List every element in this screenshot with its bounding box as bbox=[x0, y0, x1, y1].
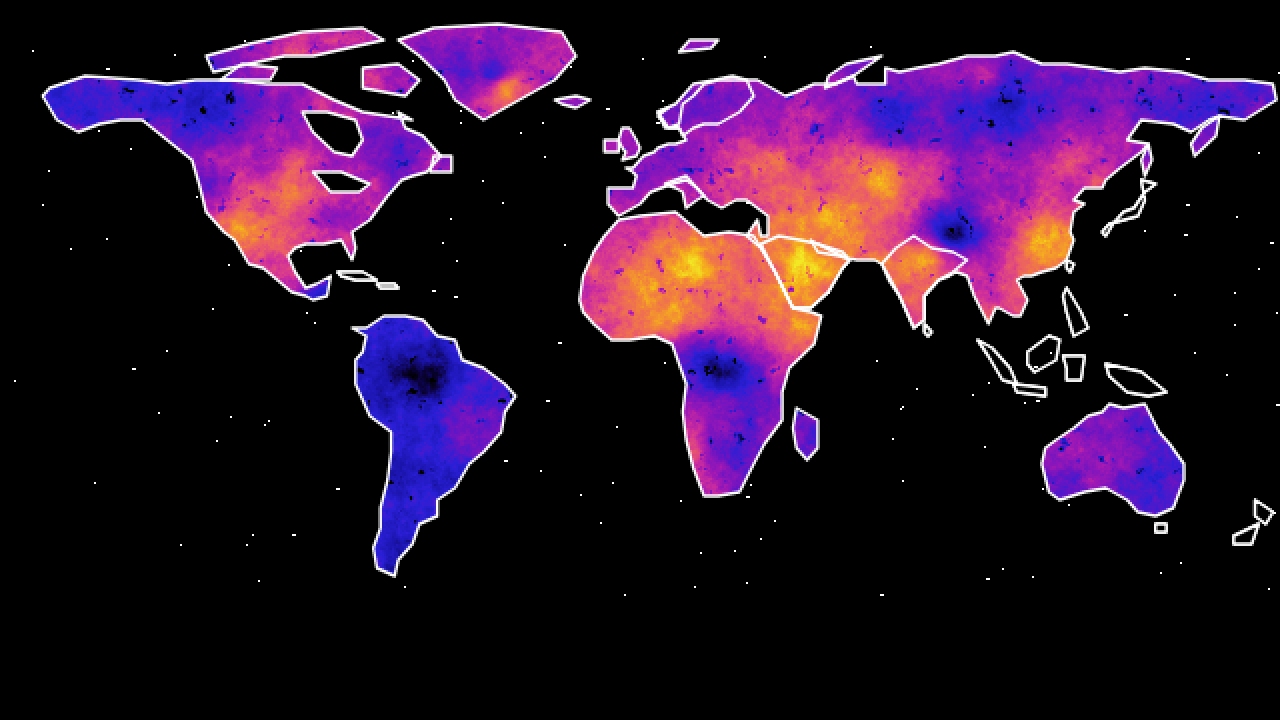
global-raster-map-canvas bbox=[0, 0, 1280, 720]
global-map-visualization: Full-bleed world map raster on a black b… bbox=[0, 0, 1280, 720]
